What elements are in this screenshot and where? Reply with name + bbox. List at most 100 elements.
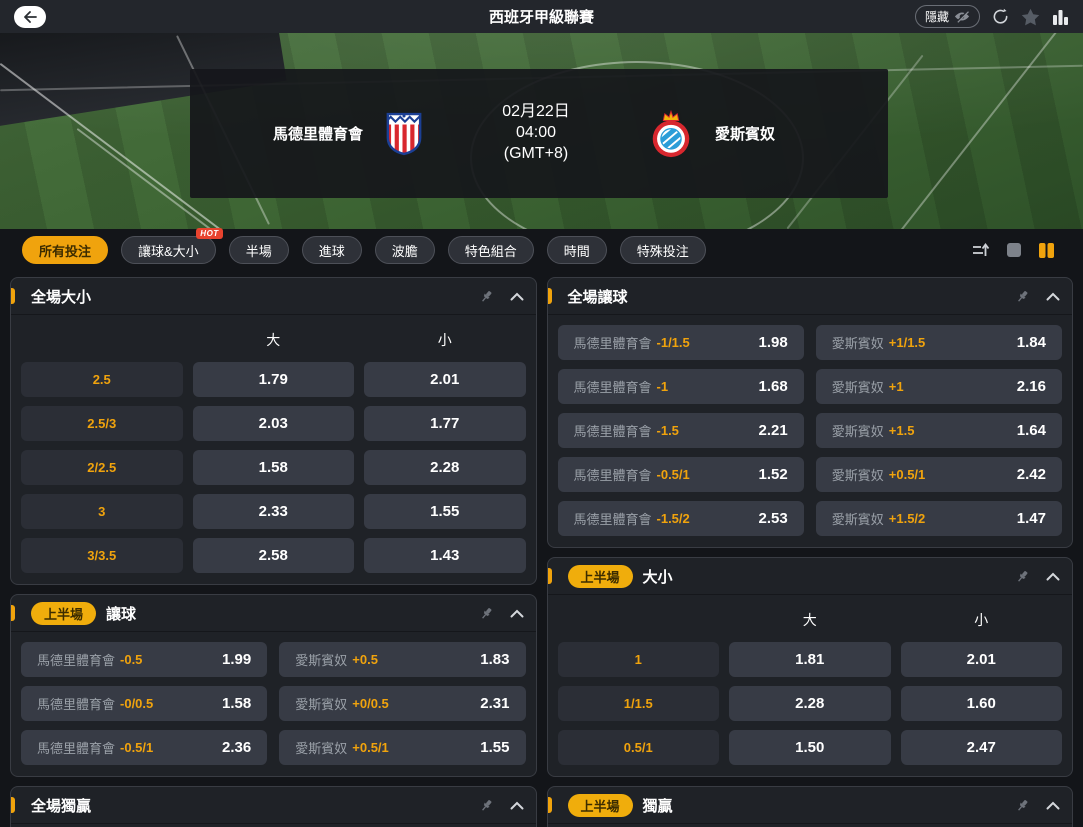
pin-icon[interactable] xyxy=(1015,569,1030,584)
tab-special-bets[interactable]: 特殊投注 xyxy=(619,236,706,264)
pin-icon[interactable] xyxy=(1015,798,1030,813)
line-cell[interactable]: 0.5/1 xyxy=(557,730,719,765)
home-handicap-cell[interactable]: 馬德里體育會 -0/0.5 1.58 xyxy=(21,686,268,721)
line-cell[interactable]: 3 xyxy=(21,494,183,529)
col-under-label: 小 xyxy=(974,612,989,628)
away-handicap-cell[interactable]: 愛斯賓奴 +1 2.16 xyxy=(815,369,1062,404)
refresh-icon xyxy=(993,8,1008,24)
panel-accent xyxy=(11,288,15,304)
under-odds-cell[interactable]: 1.55 xyxy=(364,494,526,529)
single-column-view-button[interactable] xyxy=(1006,242,1022,258)
home-handicap-cell[interactable]: 馬德里體育會 -1/1.5 1.98 xyxy=(557,325,804,360)
away-handicap-cell[interactable]: 愛斯賓奴 +1.5 1.64 xyxy=(815,413,1062,448)
panel-title: 讓球 xyxy=(106,605,137,623)
line-cell[interactable]: 2.5 xyxy=(21,362,183,397)
away-handicap-cell[interactable]: 愛斯賓奴 +0/0.5 2.31 xyxy=(279,686,526,721)
home-handicap-cell[interactable]: 馬德里體育會 -1.5 2.21 xyxy=(557,413,804,448)
pin-icon[interactable] xyxy=(479,798,494,813)
panel-ft-over-under: 全場大小 大 xyxy=(10,277,537,585)
line-cell[interactable]: 1/1.5 xyxy=(557,686,719,721)
tab-half[interactable]: 半場 xyxy=(228,236,289,264)
tab-goals[interactable]: 進球 xyxy=(301,236,362,264)
under-odds-cell[interactable]: 1.77 xyxy=(364,406,526,441)
over-odds-cell[interactable]: 1.81 xyxy=(729,642,891,677)
collapse-chevron-icon[interactable] xyxy=(510,801,524,810)
line-cell[interactable]: 1 xyxy=(557,642,719,677)
away-handicap-cell[interactable]: 愛斯賓奴 +1.5/2 1.47 xyxy=(815,501,1062,536)
under-odds-cell[interactable]: 2.01 xyxy=(900,642,1062,677)
over-odds-cell[interactable]: 1.58 xyxy=(192,450,354,485)
favorite-button[interactable] xyxy=(1021,8,1040,26)
refresh-button[interactable] xyxy=(992,8,1009,25)
collapse-chevron-icon[interactable] xyxy=(510,292,524,301)
sort-button[interactable] xyxy=(972,242,990,258)
ou-column-headers: 大 小 xyxy=(558,605,1063,635)
hdp-row: 馬德里體育會 -0.5/1 1.52 愛斯賓奴 +0.5/1 2.42 xyxy=(557,457,1062,492)
pin-icon[interactable] xyxy=(479,289,494,304)
over-odds-cell[interactable]: 2.33 xyxy=(192,494,354,529)
line-cell[interactable]: 2.5/3 xyxy=(21,406,183,441)
hdp-row: 馬德里體育會 -1 1.68 愛斯賓奴 +1 2.16 xyxy=(557,369,1062,404)
back-button[interactable] xyxy=(14,5,46,28)
home-handicap-cell[interactable]: 馬德里體育會 -1 1.68 xyxy=(557,369,804,404)
match-time: 04:00 xyxy=(515,124,557,142)
over-odds-cell[interactable]: 2.58 xyxy=(192,538,354,573)
tab-all-bets[interactable]: 所有投注 xyxy=(22,236,109,264)
ou-column-headers: 大 小 xyxy=(21,325,526,355)
under-odds-cell[interactable]: 2.01 xyxy=(364,362,526,397)
hdp-row: 馬德里體育會 -1.5/2 2.53 愛斯賓奴 +1.5/2 1.47 xyxy=(557,501,1062,536)
panel-header: 全場大小 xyxy=(11,278,536,315)
markets-grid: 全場大小 大 xyxy=(0,271,1083,827)
ou-row: 1 1.81 2.01 xyxy=(557,642,1062,677)
pin-icon[interactable] xyxy=(1015,289,1030,304)
tab-specials-combo[interactable]: 特色組合 xyxy=(447,236,534,264)
first-half-badge: 上半場 xyxy=(567,793,633,817)
away-handicap-cell[interactable]: 愛斯賓奴 +1/1.5 1.84 xyxy=(815,325,1062,360)
stadium-banner: 馬德里體育會 02月22日 04:00 xyxy=(0,33,1083,229)
match-card: 馬德里體育會 02月22日 04:00 xyxy=(190,69,888,198)
home-handicap-cell[interactable]: 馬德里體育會 -0.5 1.99 xyxy=(21,642,268,677)
stats-button[interactable] xyxy=(1052,9,1069,25)
panel-accent xyxy=(11,797,15,813)
away-team-crest-icon xyxy=(649,109,693,159)
tab-correct-score[interactable]: 波膽 xyxy=(374,236,435,264)
line-cell[interactable]: 3/3.5 xyxy=(21,538,183,573)
hide-button[interactable]: 隱藏 xyxy=(914,5,980,28)
collapse-chevron-icon[interactable] xyxy=(1046,572,1060,581)
under-odds-cell[interactable]: 2.47 xyxy=(900,730,1062,765)
under-odds-cell[interactable]: 2.28 xyxy=(364,450,526,485)
home-team-crest-icon xyxy=(385,111,423,157)
tab-handicap-ou[interactable]: 讓球&大小 HOT xyxy=(121,228,223,264)
over-odds-cell[interactable]: 1.50 xyxy=(729,730,891,765)
over-odds-cell[interactable]: 2.28 xyxy=(729,686,891,721)
away-handicap-cell[interactable]: 愛斯賓奴 +0.5 1.83 xyxy=(279,642,526,677)
collapse-chevron-icon[interactable] xyxy=(1046,292,1060,301)
away-handicap-cell[interactable]: 愛斯賓奴 +0.5/1 1.55 xyxy=(279,730,526,765)
over-odds-cell[interactable]: 1.79 xyxy=(192,362,354,397)
hot-badge: HOT xyxy=(196,228,223,239)
panel-accent xyxy=(11,605,15,621)
under-odds-cell[interactable]: 1.60 xyxy=(900,686,1062,721)
col-over-label: 大 xyxy=(802,612,817,628)
home-handicap-cell[interactable]: 馬德里體育會 -0.5/1 2.36 xyxy=(21,730,268,765)
over-odds-cell[interactable]: 2.03 xyxy=(192,406,354,441)
two-column-view-button[interactable] xyxy=(1038,242,1055,259)
panel-header: 全場讓球 xyxy=(547,278,1072,315)
panel-accent xyxy=(547,568,552,584)
panel-fh-over-under: 上半場 大小 大 小 1 xyxy=(546,557,1073,777)
ou-row: 1/1.5 2.28 1.60 xyxy=(557,686,1062,721)
away-handicap-cell[interactable]: 愛斯賓奴 +0.5/1 2.42 xyxy=(815,457,1062,492)
line-cell[interactable]: 2/2.5 xyxy=(21,450,183,485)
collapse-chevron-icon[interactable] xyxy=(1046,801,1060,810)
pin-icon[interactable] xyxy=(479,606,494,621)
right-column: 全場讓球 馬德里體育會 -1/1.5 1.98 愛斯賓奴 +1/1.5 1.84 馬德里… xyxy=(546,277,1073,827)
hdp-row: 馬德里體育會 -0.5 1.99 愛斯賓奴 +0.5 1.83 xyxy=(21,642,526,677)
panel-title: 全場讓球 xyxy=(567,288,628,306)
home-handicap-cell[interactable]: 馬德里體育會 -0.5/1 1.52 xyxy=(557,457,804,492)
panel-accent xyxy=(547,288,552,304)
tab-time[interactable]: 時間 xyxy=(546,236,607,264)
collapse-chevron-icon[interactable] xyxy=(510,609,524,618)
panel-ft-1x2: 全場獨贏 馬德里體育會1.40 平局4.44 愛斯賓奴6.49 xyxy=(10,786,537,827)
under-odds-cell[interactable]: 1.43 xyxy=(364,538,526,573)
home-handicap-cell[interactable]: 馬德里體育會 -1.5/2 2.53 xyxy=(557,501,804,536)
